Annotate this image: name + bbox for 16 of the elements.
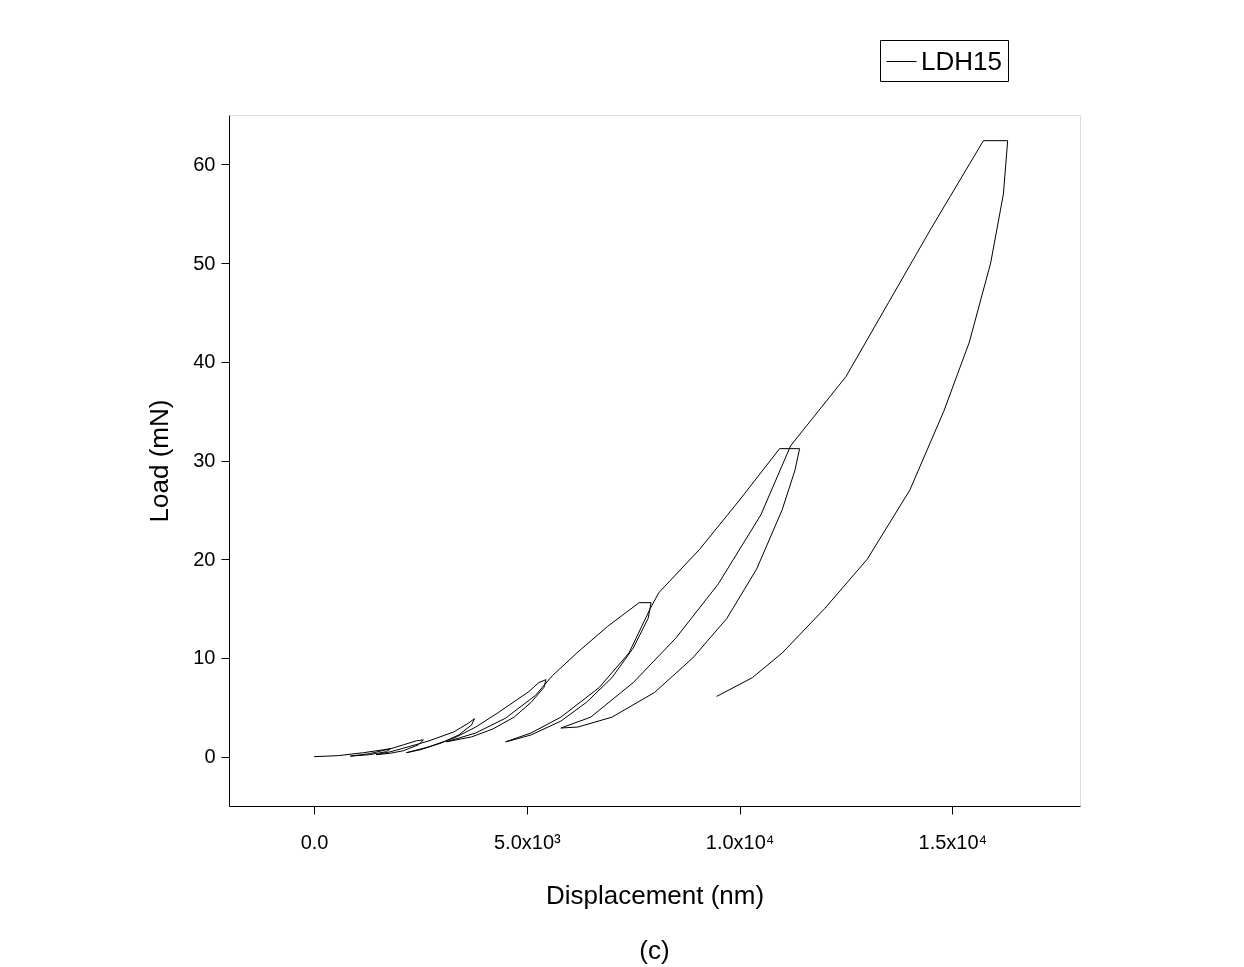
y-tick-label: 30 (193, 449, 216, 471)
line-series (313, 140, 1009, 758)
y-tick-label: 60 (193, 152, 216, 175)
x-tick-label: 1.5x10⁴ (918, 830, 988, 853)
x-tick-label: 0.0 (300, 830, 329, 853)
x-axis-title: Displacement (nm) (545, 879, 765, 910)
legend-label: LDH15 (921, 45, 1002, 76)
text: (c) (639, 935, 670, 965)
y-axis-title: Load (mN) (144, 399, 175, 523)
x-tick-label: 5.0x10³ (493, 830, 562, 853)
y-tick-label: 40 (193, 350, 216, 373)
y-tick-label: 0 (204, 745, 216, 768)
x-tick-label: 1.0x10⁴ (705, 830, 775, 853)
y-tick-label: 10 (193, 646, 216, 669)
y-tick-label: 50 (193, 251, 216, 274)
y-tick-label: 20 (193, 547, 216, 570)
